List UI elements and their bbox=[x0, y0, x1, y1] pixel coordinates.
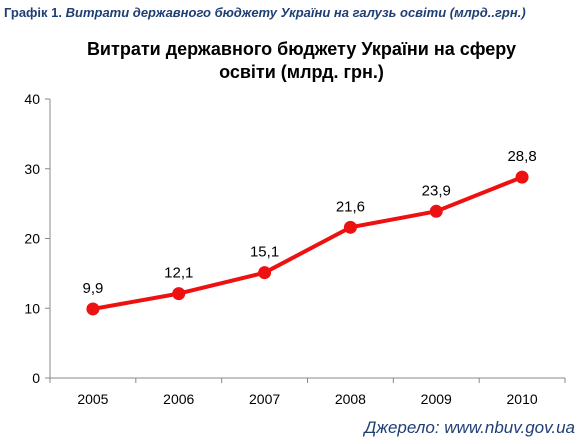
data-label: 15,1 bbox=[250, 244, 279, 261]
x-tick-label: 2008 bbox=[335, 391, 366, 407]
data-point bbox=[258, 266, 272, 280]
x-tick-label: 2009 bbox=[421, 391, 452, 407]
data-point bbox=[515, 170, 529, 184]
data-label: 28,8 bbox=[507, 148, 536, 165]
data-point bbox=[172, 287, 186, 301]
figure-caption: Графік 1. Витрати державного бюджету Укр… bbox=[4, 5, 526, 20]
chart-title-line-1: Витрати державного бюджету України на сф… bbox=[86, 39, 517, 59]
caption-text: Витрати державного бюджету України на га… bbox=[65, 5, 526, 20]
series-line bbox=[90, 175, 525, 311]
caption-label: Графік 1. bbox=[4, 5, 62, 20]
data-point bbox=[86, 302, 100, 316]
data-point bbox=[343, 220, 357, 234]
y-tick-label: 30 bbox=[24, 161, 40, 177]
data-label: 21,6 bbox=[336, 198, 365, 215]
data-label: 23,9 bbox=[422, 182, 451, 199]
y-tick-label: 20 bbox=[24, 231, 40, 247]
y-tick-label: 40 bbox=[24, 91, 40, 107]
source-note: Джерело: www.nbuv.gov.ua bbox=[364, 418, 575, 437]
y-tick-label: 0 bbox=[32, 370, 40, 386]
x-tick-label: 2006 bbox=[163, 391, 194, 407]
y-tick-label: 10 bbox=[24, 300, 40, 316]
data-label: 9,9 bbox=[82, 280, 103, 297]
chart-title-line-2: освіти (млрд. грн.) bbox=[219, 62, 384, 82]
chart-axes: 0 10 20 30 40 2005 2006 2007 2008 2009 2010 bbox=[24, 91, 566, 407]
chart-series: 9,9 12,1 15,1 21,6 23,9 28,8 bbox=[82, 148, 537, 316]
x-tick-label: 2005 bbox=[77, 391, 108, 407]
x-tick-label: 2010 bbox=[507, 391, 538, 407]
data-point bbox=[429, 204, 443, 218]
data-label: 12,1 bbox=[164, 265, 193, 282]
x-tick-label: 2007 bbox=[249, 391, 280, 407]
